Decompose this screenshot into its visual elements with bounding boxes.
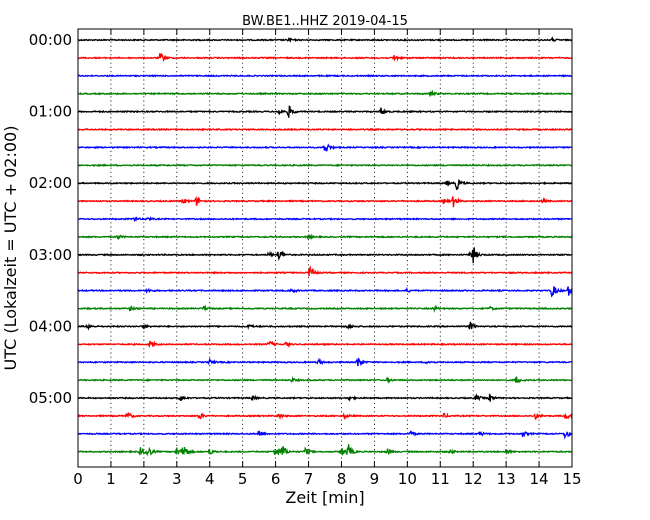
- x-tick-label: 11: [431, 470, 450, 488]
- trace-line: [77, 357, 573, 367]
- x-tick-label: 1: [106, 470, 116, 488]
- x-axis-label: Zeit [min]: [285, 488, 364, 507]
- y-tick-label: 01:00: [29, 103, 72, 121]
- trace-line: [77, 179, 573, 191]
- trace-line: [77, 246, 573, 264]
- x-tick-label: 10: [398, 470, 417, 488]
- trace-line: [77, 430, 573, 440]
- trace-line: [77, 321, 573, 331]
- trace-line: [77, 340, 573, 348]
- trace-line: [77, 393, 573, 403]
- x-tick-label: 7: [304, 470, 314, 488]
- trace-line: [77, 73, 573, 78]
- x-tick-label: 0: [73, 470, 83, 488]
- y-tick-label: 03:00: [29, 246, 72, 264]
- x-tick-label: 8: [337, 470, 347, 488]
- x-tick-label: 14: [530, 470, 549, 488]
- trace-line: [77, 52, 573, 62]
- x-tick-label: 13: [497, 470, 516, 488]
- trace-line: [77, 36, 573, 44]
- x-tick-label: 5: [238, 470, 248, 488]
- x-tick-label: 6: [271, 470, 281, 488]
- trace-line: [77, 304, 573, 313]
- x-axis: 0 1 2 3 4 5 6 7 8 9 10 11 12 13 14 15: [73, 29, 582, 488]
- y-tick-label: 05:00: [29, 389, 72, 407]
- x-tick-label: 15: [562, 470, 581, 488]
- x-tick-label: 9: [370, 470, 380, 488]
- y-tick-label: 02:00: [29, 174, 72, 192]
- x-tick-label: 12: [464, 470, 483, 488]
- y-tick-label: 04:00: [29, 317, 72, 335]
- y-axis: 00:00 01:00 02:00 03:00 04:00 05:00: [29, 31, 572, 407]
- trace-line: [77, 444, 573, 457]
- trace-line: [77, 143, 573, 152]
- x-tick-label: 2: [139, 470, 149, 488]
- trace-line: [77, 127, 573, 132]
- trace-line: [77, 105, 573, 118]
- trace-line: [77, 89, 573, 98]
- trace-line: [77, 412, 573, 421]
- x-tick-label: 4: [205, 470, 215, 488]
- trace-line: [77, 216, 573, 222]
- grid-lines: [110, 29, 540, 467]
- chart-title: BW.BE1..HHZ 2019-04-15: [242, 14, 408, 29]
- trace-line: [77, 264, 573, 277]
- trace-line: [77, 233, 573, 241]
- trace-line: [77, 195, 573, 208]
- plot-frame: [77, 28, 573, 468]
- trace-line: [77, 163, 573, 168]
- trace-line: [77, 286, 573, 298]
- trace-line: [77, 376, 573, 384]
- y-axis-label: UTC (Lokalzeit = UTC + 02:00): [1, 126, 20, 371]
- y-tick-label: 00:00: [29, 31, 72, 49]
- x-tick-label: 3: [172, 470, 182, 488]
- traces: [77, 36, 573, 457]
